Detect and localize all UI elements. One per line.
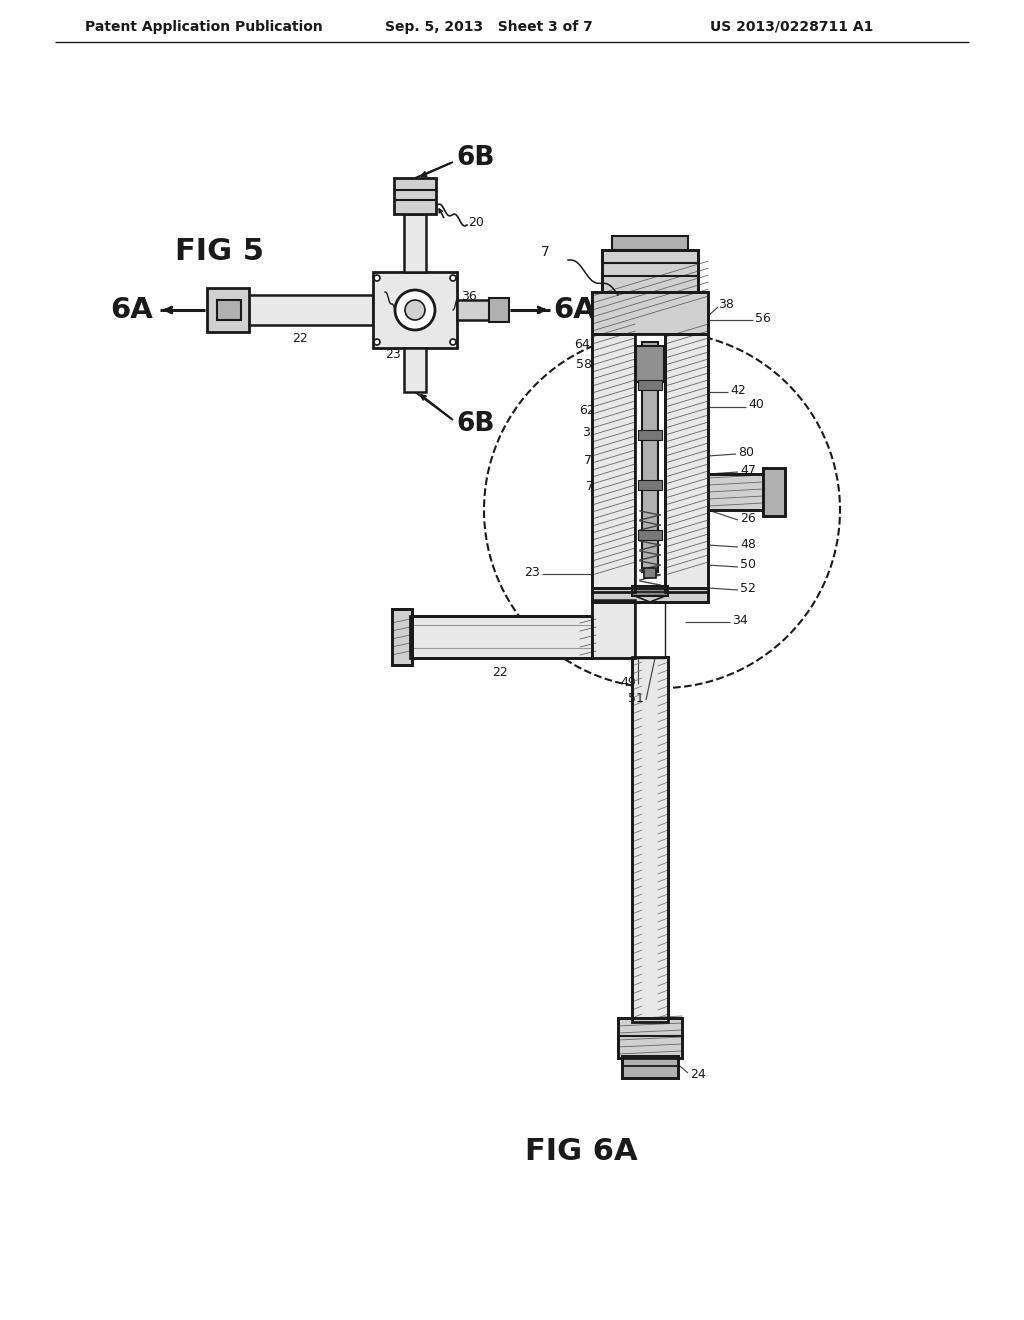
Bar <box>392 609 412 665</box>
Bar <box>638 430 662 440</box>
Bar <box>708 474 763 510</box>
Text: 23: 23 <box>524 565 540 578</box>
Bar <box>618 1018 682 1059</box>
Bar <box>665 334 708 591</box>
Text: 64: 64 <box>574 338 590 351</box>
Text: 6B: 6B <box>456 411 495 437</box>
Text: 34: 34 <box>732 614 748 627</box>
Text: 36: 36 <box>461 289 477 302</box>
Circle shape <box>395 290 435 330</box>
Bar <box>638 531 662 540</box>
Text: 38: 38 <box>461 305 477 318</box>
Circle shape <box>406 300 425 319</box>
Bar <box>404 348 426 392</box>
Text: 51: 51 <box>628 692 644 705</box>
Bar <box>638 480 662 490</box>
Bar <box>404 214 426 272</box>
Text: 76: 76 <box>584 454 600 466</box>
Text: 42: 42 <box>730 384 745 396</box>
Text: 26: 26 <box>409 227 425 240</box>
Text: 22: 22 <box>493 665 508 678</box>
Bar <box>632 586 668 597</box>
Bar <box>638 380 662 389</box>
Bar <box>592 292 708 334</box>
Bar <box>635 334 665 591</box>
Bar <box>763 469 785 516</box>
Text: US 2013/0228711 A1: US 2013/0228711 A1 <box>710 20 873 34</box>
Bar <box>592 587 708 602</box>
Text: FIG 5: FIG 5 <box>175 238 264 267</box>
Bar <box>618 1018 682 1059</box>
Bar <box>489 298 509 322</box>
Text: Sep. 5, 2013   Sheet 3 of 7: Sep. 5, 2013 Sheet 3 of 7 <box>385 20 593 34</box>
Text: 32: 32 <box>583 425 598 438</box>
Text: 24: 24 <box>690 1068 706 1081</box>
Bar <box>602 249 698 292</box>
Text: 28: 28 <box>380 280 396 293</box>
Bar <box>207 288 249 333</box>
Bar <box>632 657 668 1022</box>
Bar <box>622 1056 678 1078</box>
Bar <box>592 334 635 591</box>
Text: 77: 77 <box>586 479 602 492</box>
Text: 7: 7 <box>542 246 550 259</box>
Bar <box>622 1056 678 1078</box>
Bar <box>394 178 436 214</box>
Text: 6A: 6A <box>110 296 153 323</box>
Bar <box>665 334 708 591</box>
Bar <box>247 294 373 325</box>
Bar <box>632 657 668 1022</box>
Bar <box>635 334 665 591</box>
Text: 48: 48 <box>740 539 756 552</box>
Circle shape <box>374 275 380 281</box>
Bar <box>410 616 592 657</box>
Text: 47: 47 <box>740 463 756 477</box>
Text: 62: 62 <box>580 404 595 417</box>
Text: 26: 26 <box>740 511 756 524</box>
Text: 50: 50 <box>740 558 756 572</box>
Bar <box>410 616 592 657</box>
Bar <box>644 568 656 578</box>
Text: 20: 20 <box>468 216 484 230</box>
Text: 22: 22 <box>292 331 308 345</box>
Bar <box>642 342 658 572</box>
Bar <box>592 292 708 334</box>
Text: 6B: 6B <box>456 145 495 172</box>
Text: Patent Application Publication: Patent Application Publication <box>85 20 323 34</box>
Bar <box>592 587 708 602</box>
Text: 54: 54 <box>590 578 606 590</box>
Text: FIG 6A: FIG 6A <box>525 1138 638 1167</box>
Text: 40: 40 <box>748 399 764 412</box>
Circle shape <box>374 339 380 345</box>
Text: 56: 56 <box>755 312 771 325</box>
Bar <box>763 469 785 516</box>
Text: 52: 52 <box>740 582 756 594</box>
Text: 55: 55 <box>590 595 606 609</box>
Bar <box>217 300 241 319</box>
Bar <box>592 334 635 591</box>
Circle shape <box>450 275 456 281</box>
Circle shape <box>450 339 456 345</box>
Bar <box>457 300 489 319</box>
Bar <box>392 609 412 665</box>
Bar <box>612 236 688 249</box>
Bar <box>592 601 635 657</box>
Bar <box>636 346 664 381</box>
Text: 49: 49 <box>621 676 636 689</box>
Text: 58: 58 <box>575 359 592 371</box>
Text: 23: 23 <box>385 348 400 362</box>
Text: 28: 28 <box>664 264 680 276</box>
Text: 6A: 6A <box>553 296 596 323</box>
Bar <box>635 601 665 657</box>
Text: 46: 46 <box>740 494 756 507</box>
Bar <box>708 474 763 510</box>
Text: 38: 38 <box>718 298 734 312</box>
Bar <box>373 272 457 348</box>
Bar <box>602 249 698 292</box>
Text: 80: 80 <box>738 446 754 458</box>
Bar <box>592 601 635 657</box>
